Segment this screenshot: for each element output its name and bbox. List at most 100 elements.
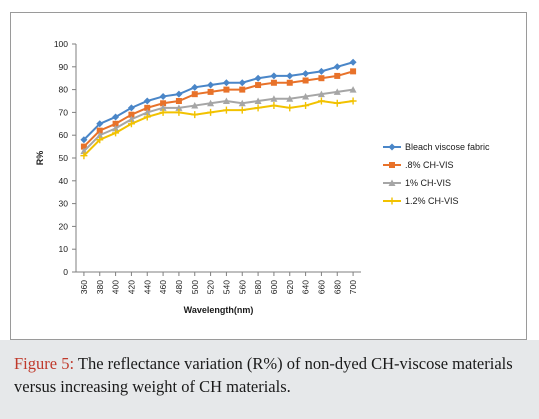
x-tick-label: 660 xyxy=(316,280,326,294)
data-point xyxy=(175,104,183,111)
data-point xyxy=(286,95,294,102)
x-tick-label: 500 xyxy=(190,280,200,294)
data-point xyxy=(222,97,230,104)
legend-swatch-marker xyxy=(389,162,395,168)
data-point xyxy=(333,88,341,95)
figure-caption: Figure 5: The reflectance variation (R%)… xyxy=(14,352,526,398)
data-point xyxy=(191,83,199,91)
data-point xyxy=(191,91,198,98)
data-point xyxy=(159,92,167,100)
data-point xyxy=(254,97,262,104)
y-tick-label: 80 xyxy=(59,85,69,95)
data-point xyxy=(254,74,262,82)
data-point xyxy=(96,127,103,134)
data-point xyxy=(191,102,199,109)
x-tick-label: 580 xyxy=(253,280,263,294)
y-tick-label: 0 xyxy=(63,267,68,277)
y-tick-label: 30 xyxy=(59,199,69,209)
x-tick-label: 480 xyxy=(174,280,184,294)
x-tick-label: 560 xyxy=(237,280,247,294)
data-point xyxy=(143,113,151,121)
x-tick-label: 520 xyxy=(206,280,216,294)
data-point xyxy=(238,106,246,114)
data-point xyxy=(143,108,151,116)
x-tick-label: 360 xyxy=(79,280,89,294)
data-point xyxy=(349,97,357,105)
data-point xyxy=(159,108,167,116)
data-point xyxy=(317,67,325,75)
data-point xyxy=(80,152,88,160)
data-point xyxy=(159,104,167,111)
y-axis-title: R% xyxy=(35,151,45,166)
x-tick-label: 440 xyxy=(142,280,152,294)
data-point xyxy=(270,72,278,80)
x-tick-label: 540 xyxy=(221,280,231,294)
data-point xyxy=(112,113,120,121)
x-tick-label: 680 xyxy=(332,280,342,294)
y-tick-label: 10 xyxy=(59,244,69,254)
series-line-2 xyxy=(83,70,354,148)
data-point xyxy=(349,58,357,66)
y-tick-label: 40 xyxy=(59,176,69,186)
x-tick-label: 380 xyxy=(95,280,105,294)
legend-label: 1.2% CH-VIS xyxy=(405,196,459,206)
x-tick-label: 460 xyxy=(158,280,168,294)
y-tick-label: 100 xyxy=(54,39,68,49)
data-point xyxy=(175,98,182,104)
data-point xyxy=(223,86,230,93)
data-point xyxy=(302,102,310,110)
data-point xyxy=(222,79,230,87)
legend-label: 1% CH-VIS xyxy=(405,178,451,188)
data-point xyxy=(254,104,262,112)
data-point xyxy=(175,90,183,98)
caption-text: The reflectance variation (R%) of non-dy… xyxy=(14,354,513,396)
data-point xyxy=(350,68,357,75)
data-point xyxy=(96,136,104,144)
legend-label: .8% CH-VIS xyxy=(405,160,454,170)
data-point xyxy=(333,63,341,71)
x-tick-label: 400 xyxy=(111,280,121,294)
caption-band: Figure 5: The reflectance variation (R%)… xyxy=(0,340,539,419)
data-point xyxy=(302,92,310,100)
data-point xyxy=(207,81,215,89)
data-point xyxy=(144,104,151,111)
data-point xyxy=(255,82,262,89)
data-point xyxy=(238,79,246,87)
data-point xyxy=(270,95,278,102)
data-point xyxy=(317,90,325,98)
y-tick-label: 20 xyxy=(59,221,69,231)
data-point xyxy=(317,97,325,105)
data-point xyxy=(207,108,215,116)
legend-swatch-marker xyxy=(388,197,396,205)
data-point xyxy=(80,143,87,150)
data-point xyxy=(96,131,104,139)
x-tick-label: 620 xyxy=(285,280,295,294)
x-axis-title: Wavelength(nm) xyxy=(184,305,254,315)
data-point xyxy=(175,108,183,116)
x-tick-label: 600 xyxy=(269,280,279,294)
x-tick-label: 700 xyxy=(348,280,358,294)
data-point xyxy=(318,75,325,82)
y-tick-label: 50 xyxy=(59,153,69,163)
data-point xyxy=(112,124,120,132)
data-point xyxy=(222,106,230,114)
data-point xyxy=(349,86,357,93)
chart-frame: 0 10 20 30 40 50 60 70 80 90 100 360 380 400 420 440 460… xyxy=(10,12,527,340)
data-point xyxy=(143,97,151,105)
line-chart: 0 10 20 30 40 50 60 70 80 90 100 360 380 400 420 440 460… xyxy=(35,39,490,315)
data-point xyxy=(286,72,294,80)
data-point xyxy=(127,115,135,123)
legend-swatch-marker xyxy=(388,179,396,186)
y-tick-label: 90 xyxy=(59,62,69,72)
figure-label: Figure 5: xyxy=(14,354,75,373)
data-point xyxy=(302,70,310,78)
data-point xyxy=(80,147,88,155)
data-point xyxy=(333,99,341,107)
data-point xyxy=(112,120,119,127)
legend-swatch-marker xyxy=(388,143,396,151)
data-point xyxy=(128,111,135,118)
data-point xyxy=(286,79,293,86)
data-point xyxy=(207,88,214,95)
data-point xyxy=(270,102,278,110)
data-point xyxy=(239,86,246,93)
